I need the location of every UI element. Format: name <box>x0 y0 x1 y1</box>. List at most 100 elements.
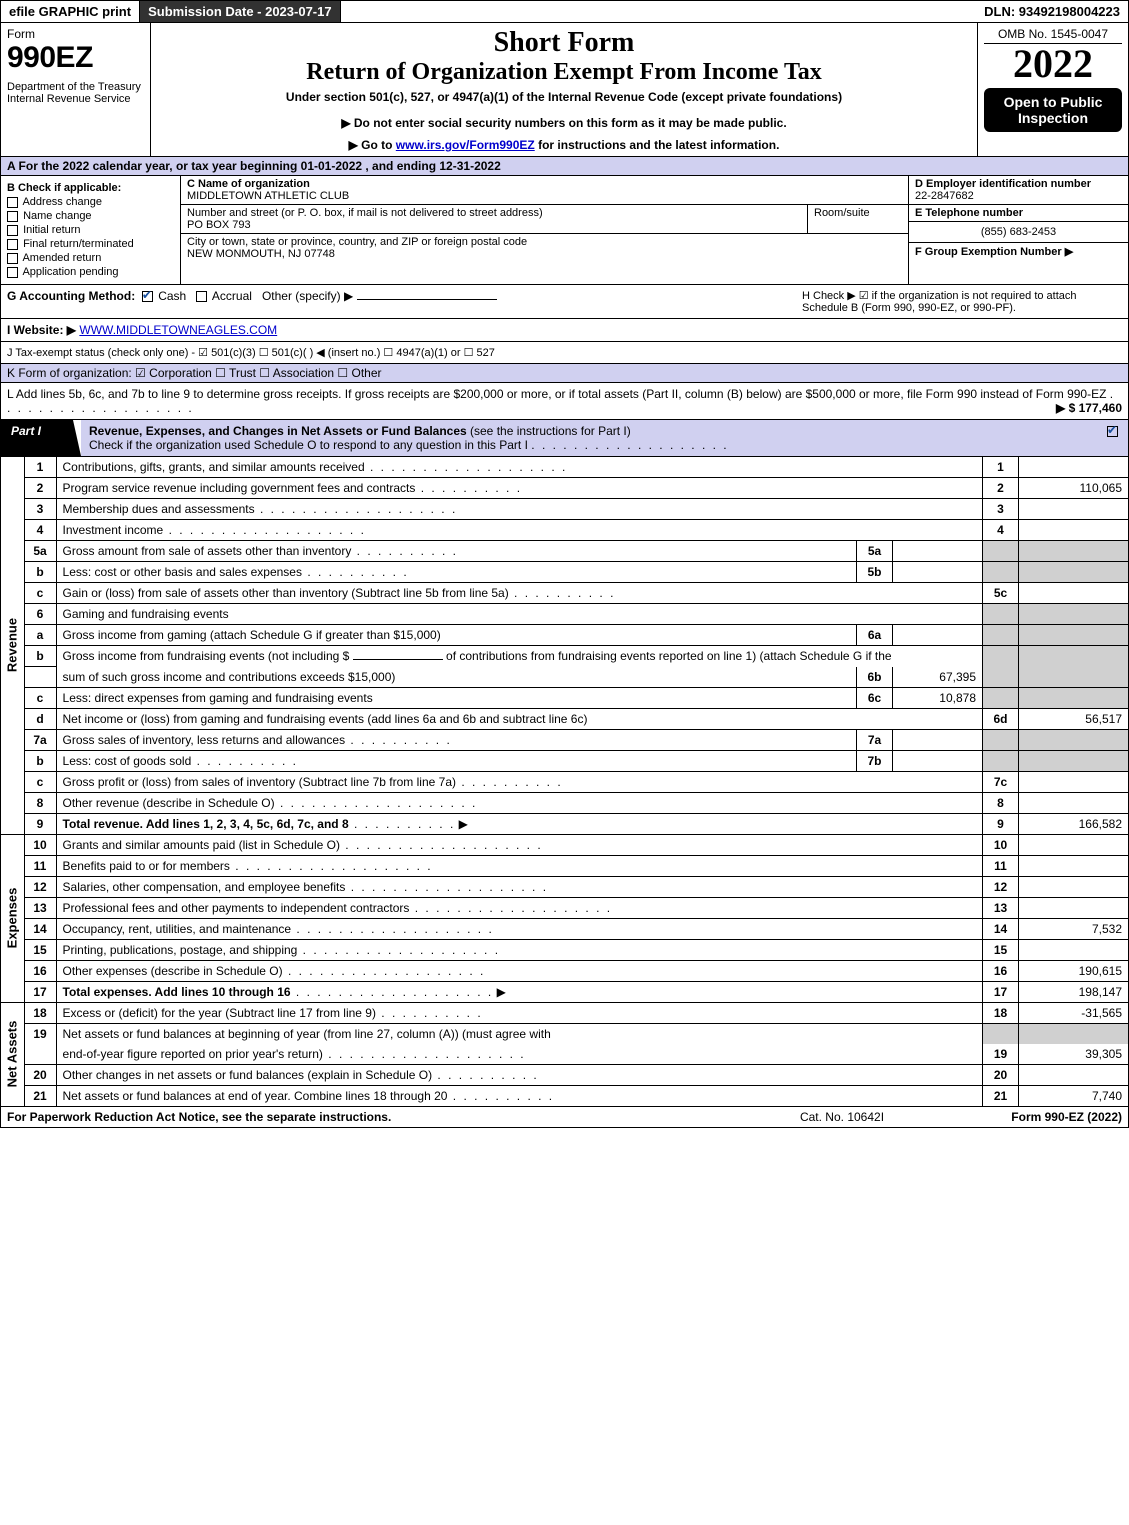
dots <box>531 438 728 452</box>
dln: DLN: 93492198004223 <box>976 1 1128 22</box>
line-val: 56,517 <box>1019 708 1129 729</box>
sub-val <box>893 729 983 750</box>
under-section: Under section 501(c), 527, or 4947(a)(1)… <box>157 90 971 104</box>
line-num: 8 <box>24 792 56 813</box>
sub-val <box>893 562 983 583</box>
line-num: 12 <box>24 876 56 897</box>
shade-cell <box>983 750 1019 771</box>
line-num: 3 <box>24 499 56 520</box>
side-revenue: Revenue <box>0 457 24 835</box>
line-desc: Gross sales of inventory, less returns a… <box>63 733 346 747</box>
line-num: d <box>24 708 56 729</box>
form-header: Form 990EZ Department of the Treasury In… <box>0 23 1129 157</box>
info-grid: B Check if applicable: Address change Na… <box>0 176 1129 285</box>
goto-pre: ▶ Go to <box>349 138 396 152</box>
line-num: 14 <box>24 918 56 939</box>
checkbox-address-change[interactable] <box>7 197 18 208</box>
sub-num: 5b <box>857 562 893 583</box>
line-num: 5a <box>24 541 56 562</box>
g-cash: Cash <box>158 289 186 303</box>
g-accrual: Accrual <box>212 289 252 303</box>
checkbox-cash[interactable] <box>142 291 153 302</box>
line-num-blank <box>24 667 56 688</box>
checkbox-initial-return[interactable] <box>7 225 18 236</box>
part1-title-bold: Revenue, Expenses, and Changes in Net As… <box>89 424 467 438</box>
line-num: 4 <box>24 520 56 541</box>
c-city-label: City or town, state or province, country… <box>187 236 527 248</box>
sub-num: 6c <box>857 687 893 708</box>
l-text: L Add lines 5b, 6c, and 7b to line 9 to … <box>7 387 1106 401</box>
line-val: -31,565 <box>1019 1003 1129 1024</box>
line-desc: Gross income from gaming (attach Schedul… <box>63 628 441 642</box>
shade-cell <box>1019 667 1129 688</box>
line-desc: Less: cost or other basis and sales expe… <box>63 565 302 579</box>
sub-val: 10,878 <box>893 687 983 708</box>
form-number: 990EZ <box>7 41 144 75</box>
line-val <box>1019 855 1129 876</box>
topbar-spacer <box>341 1 977 22</box>
line-num: 18 <box>24 1003 56 1024</box>
netassets-table: 18Excess or (deficit) for the year (Subt… <box>24 1003 1129 1107</box>
checkbox-final-return[interactable] <box>7 239 18 250</box>
f-label: F Group Exemption Number ▶ <box>915 246 1073 258</box>
line-num: 2 <box>24 478 56 499</box>
ein-value: 22-2847682 <box>915 190 974 202</box>
checkbox-schedule-o[interactable] <box>1107 426 1118 437</box>
line-num: 10 <box>24 835 56 856</box>
sub-num: 6a <box>857 625 893 646</box>
phone-value: (855) 683-2453 <box>909 222 1128 243</box>
goto-instruction: ▶ Go to www.irs.gov/Form990EZ for instru… <box>157 138 971 152</box>
ref-num: 20 <box>983 1064 1019 1085</box>
section-i: I Website: ▶ WWW.MIDDLETOWNEAGLES.COM <box>0 319 1129 342</box>
checkbox-application-pending[interactable] <box>7 267 18 278</box>
line-desc2: of contributions from fundraising events… <box>446 649 892 663</box>
line-desc: Other revenue (describe in Schedule O) <box>63 796 275 810</box>
sub-num: 6b <box>857 667 893 688</box>
header-right: OMB No. 1545-0047 2022 Open to Public In… <box>978 23 1128 156</box>
footer-left: For Paperwork Reduction Act Notice, see … <box>7 1110 742 1124</box>
section-b: B Check if applicable: Address change Na… <box>1 176 181 284</box>
tax-year: 2022 <box>984 44 1122 84</box>
sub-val <box>893 541 983 562</box>
line-val: 7,740 <box>1019 1085 1129 1106</box>
website-link[interactable]: WWW.MIDDLETOWNEAGLES.COM <box>79 323 277 337</box>
line-val: 166,582 <box>1019 813 1129 834</box>
line-desc: Gross profit or (loss) from sales of inv… <box>63 775 456 789</box>
l-amount: ▶ $ 177,460 <box>1056 401 1122 415</box>
efile-label: efile GRAPHIC print <box>1 1 140 22</box>
line-num: 11 <box>24 855 56 876</box>
line-val: 190,615 <box>1019 960 1129 981</box>
line-desc: Occupancy, rent, utilities, and maintena… <box>63 922 292 936</box>
line-num: 17 <box>24 981 56 1002</box>
checkbox-accrual[interactable] <box>196 291 207 302</box>
ref-num: 12 <box>983 876 1019 897</box>
c-name-label: C Name of organization <box>187 178 310 190</box>
line-desc: Less: cost of goods sold <box>63 754 192 768</box>
org-city: NEW MONMOUTH, NJ 07748 <box>187 248 335 260</box>
shade-cell <box>983 562 1019 583</box>
line-num: c <box>24 583 56 604</box>
part1-paren: (see the instructions for Part I) <box>470 424 631 438</box>
line-num: a <box>24 625 56 646</box>
ref-num: 18 <box>983 1003 1019 1024</box>
footer-right: Form 990-EZ (2022) <box>942 1110 1122 1124</box>
shade-cell <box>1019 1023 1129 1044</box>
ref-num: 19 <box>983 1044 1019 1065</box>
shade-cell <box>983 1023 1019 1044</box>
irs-link[interactable]: www.irs.gov/Form990EZ <box>396 138 535 152</box>
ref-num: 10 <box>983 835 1019 856</box>
side-net-assets-label: Net Assets <box>5 1021 20 1088</box>
part-1-header: Part I Revenue, Expenses, and Changes in… <box>0 420 1129 457</box>
expenses-table: 10Grants and similar amounts paid (list … <box>24 835 1129 1003</box>
line-desc: Total expenses. Add lines 10 through 16 <box>63 985 291 999</box>
shade-cell <box>1019 729 1129 750</box>
line-val <box>1019 771 1129 792</box>
b-init: Initial return <box>23 224 80 236</box>
side-expenses-label: Expenses <box>5 888 20 949</box>
line-num: 1 <box>24 457 56 478</box>
line-val <box>1019 897 1129 918</box>
line-desc: end-of-year figure reported on prior yea… <box>63 1047 323 1061</box>
checkbox-amended-return[interactable] <box>7 253 18 264</box>
checkbox-name-change[interactable] <box>7 211 18 222</box>
ref-num: 5c <box>983 583 1019 604</box>
